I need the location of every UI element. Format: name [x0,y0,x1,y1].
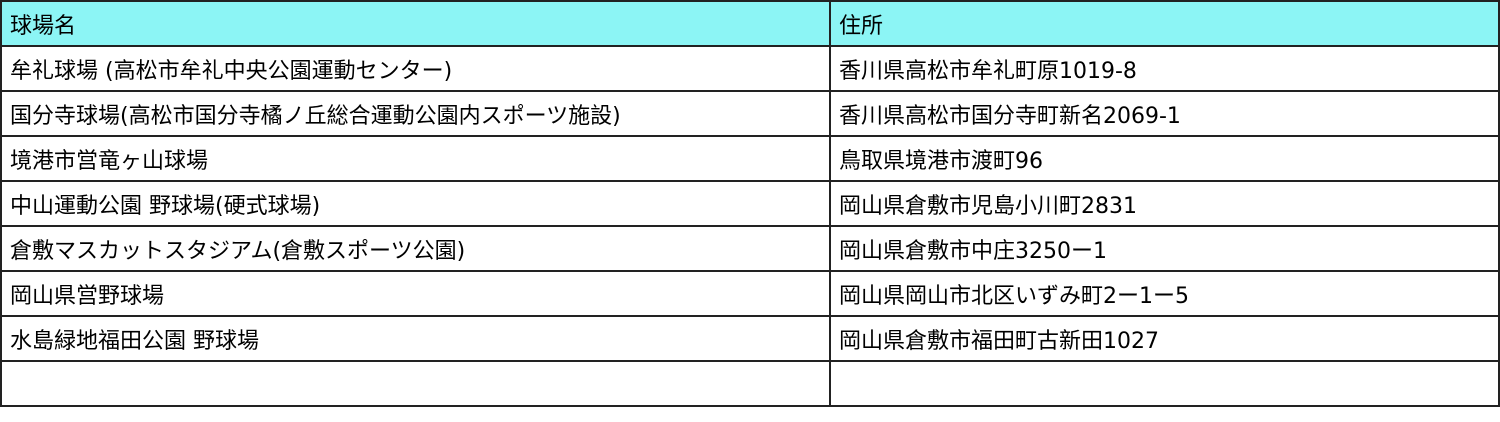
address-cell[interactable]: 岡山県倉敷市福田町古新田1027 [829,315,1500,362]
ballpark-name-cell[interactable]: 中山運動公園 野球場(硬式球場) [0,180,831,227]
address-cell[interactable]: 鳥取県境港市渡町96 [829,135,1500,182]
table-row: 中山運動公園 野球場(硬式球場) 岡山県倉敷市児島小川町2831 [0,180,1500,227]
ballpark-name-cell[interactable] [0,360,831,407]
ballpark-name-cell[interactable]: 国分寺球場(高松市国分寺橘ノ丘総合運動公園内スポーツ施設) [0,90,831,137]
ballpark-name-cell[interactable]: 岡山県営野球場 [0,270,831,317]
ballpark-name-cell[interactable]: 牟礼球場 (高松市牟礼中央公園運動センター) [0,45,831,92]
header-ballpark-name[interactable]: 球場名 [0,0,831,47]
ballpark-name-cell[interactable]: 境港市営竜ヶ山球場 [0,135,831,182]
header-address[interactable]: 住所 [829,0,1500,47]
table-row: 岡山県営野球場 岡山県岡山市北区いずみ町2ー1ー5 [0,270,1500,317]
table-row: 倉敷マスカットスタジアム(倉敷スポーツ公園) 岡山県倉敷市中庄3250ー1 [0,225,1500,272]
table-row-empty [0,360,1500,407]
ballpark-name-cell[interactable]: 水島緑地福田公園 野球場 [0,315,831,362]
address-cell[interactable]: 岡山県倉敷市中庄3250ー1 [829,225,1500,272]
ballpark-table: 球場名 住所 牟礼球場 (高松市牟礼中央公園運動センター) 香川県高松市牟礼町原1… [0,0,1500,407]
table-row: 国分寺球場(高松市国分寺橘ノ丘総合運動公園内スポーツ施設) 香川県高松市国分寺町新… [0,90,1500,137]
table-row: 水島緑地福田公園 野球場 岡山県倉敷市福田町古新田1027 [0,315,1500,362]
address-cell[interactable]: 岡山県岡山市北区いずみ町2ー1ー5 [829,270,1500,317]
header-row: 球場名 住所 [0,0,1500,47]
table-row: 境港市営竜ヶ山球場 鳥取県境港市渡町96 [0,135,1500,182]
address-cell[interactable]: 香川県高松市国分寺町新名2069-1 [829,90,1500,137]
table-row: 牟礼球場 (高松市牟礼中央公園運動センター) 香川県高松市牟礼町原1019-8 [0,45,1500,92]
ballpark-name-cell[interactable]: 倉敷マスカットスタジアム(倉敷スポーツ公園) [0,225,831,272]
address-cell[interactable]: 香川県高松市牟礼町原1019-8 [829,45,1500,92]
address-cell[interactable] [829,360,1500,407]
address-cell[interactable]: 岡山県倉敷市児島小川町2831 [829,180,1500,227]
